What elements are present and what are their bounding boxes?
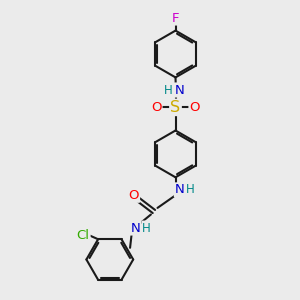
Text: S: S (170, 100, 181, 115)
Text: O: O (151, 101, 162, 114)
Text: N: N (175, 183, 184, 196)
Text: H: H (164, 83, 173, 97)
Text: F: F (172, 11, 179, 25)
Text: N: N (175, 83, 184, 97)
Text: O: O (129, 189, 139, 202)
Text: N: N (130, 221, 140, 235)
Text: Cl: Cl (76, 229, 90, 242)
Text: H: H (185, 183, 194, 196)
Text: O: O (190, 101, 200, 114)
Text: H: H (142, 221, 151, 235)
